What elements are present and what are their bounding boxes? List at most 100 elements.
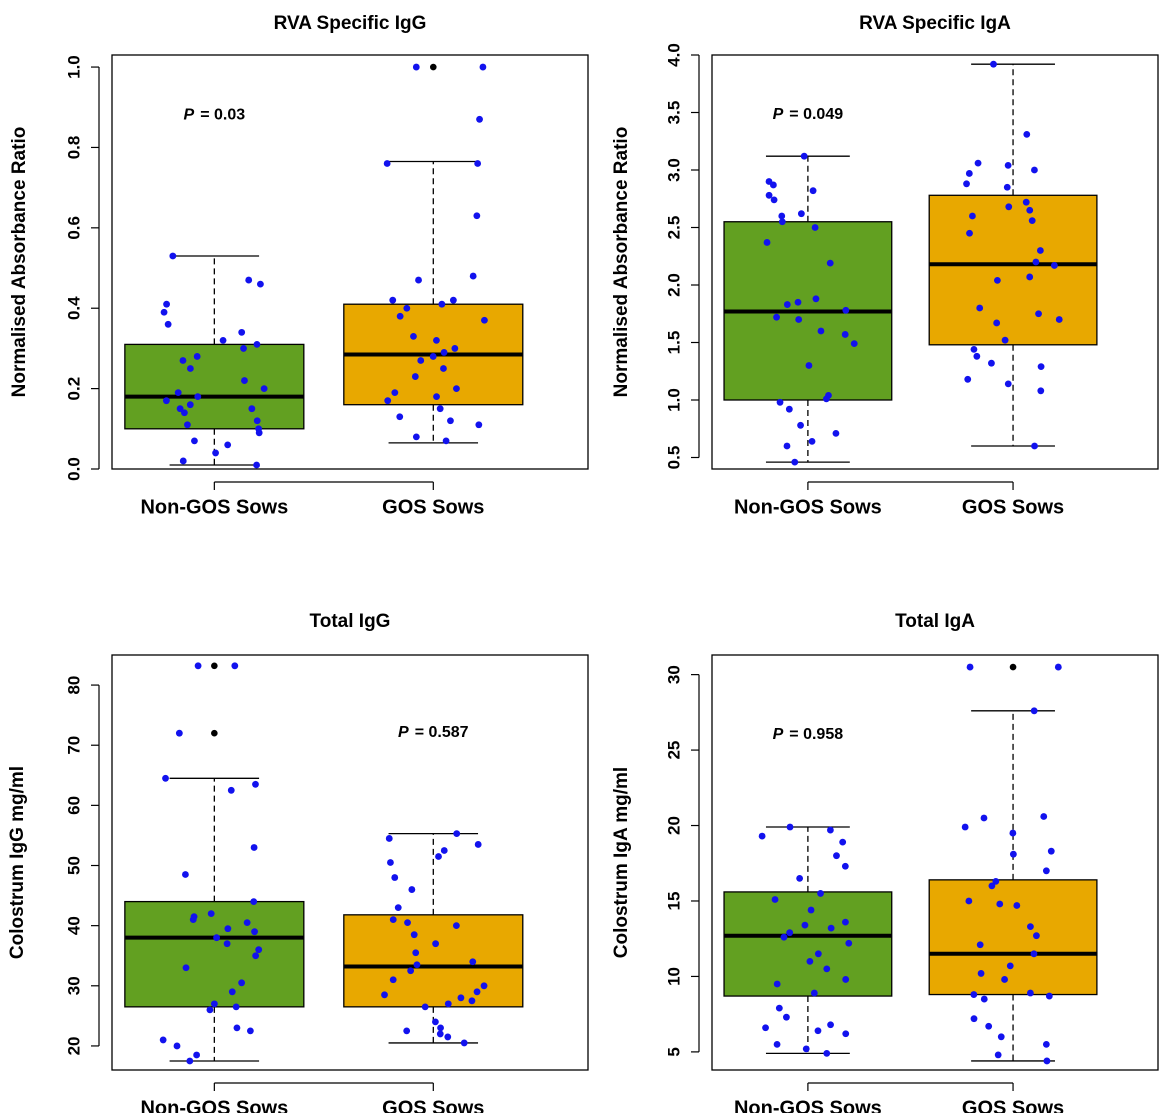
data-point [182, 871, 189, 878]
data-point [833, 852, 840, 860]
data-point [758, 832, 766, 840]
data-point [977, 970, 985, 977]
data-point [473, 212, 481, 220]
data-point [389, 296, 397, 304]
y-tick-label: 20 [64, 1036, 83, 1055]
data-point [786, 823, 794, 831]
y-tick-label: 30 [664, 665, 683, 684]
data-point [810, 989, 818, 997]
box-series-gos [343, 830, 524, 1047]
data-point [257, 280, 264, 288]
data-point [791, 458, 799, 466]
data-point [189, 916, 197, 924]
data-point [440, 847, 448, 854]
data-point [213, 934, 221, 942]
data-point [771, 896, 779, 903]
data-point [475, 421, 483, 429]
data-point [976, 941, 984, 949]
data-point [1028, 217, 1036, 225]
data-point [783, 1013, 790, 1021]
p-symbol: P [398, 724, 409, 741]
p-symbol: P [773, 106, 784, 123]
data-point [1050, 262, 1058, 269]
data-point [453, 385, 460, 393]
data-point [763, 239, 771, 246]
data-point [193, 1051, 201, 1059]
data-point [238, 328, 246, 336]
x-category-label: GOS Sows [962, 496, 1064, 518]
data-point [164, 320, 172, 328]
data-point [457, 994, 465, 1002]
outlier-point [1009, 663, 1017, 671]
data-point [417, 357, 425, 364]
data-point [832, 429, 840, 437]
data-point [179, 357, 187, 364]
y-tick-label: 15 [664, 892, 683, 911]
data-point [817, 327, 825, 335]
data-point [191, 437, 198, 445]
data-point [822, 395, 830, 403]
box-series-non-gos [723, 152, 893, 466]
data-point [255, 946, 263, 954]
data-point [762, 1024, 769, 1032]
data-point [404, 919, 411, 927]
data-point [783, 442, 791, 450]
x-category-label: Non-GOS Sows [140, 1097, 288, 1113]
p-value-annotation: P = 0.958 [773, 726, 844, 743]
box-iqr [124, 343, 305, 430]
data-point [252, 780, 259, 788]
data-point [778, 212, 786, 220]
data-point [807, 906, 815, 914]
data-point [173, 1042, 181, 1050]
chart-panel-3: Total IgG Colostrum IgG mg/ml 20 30 40 50 60 70… [7, 611, 589, 1113]
data-point [387, 859, 394, 866]
data-point [973, 352, 981, 360]
y-tick-label: 25 [664, 741, 683, 760]
data-point [452, 922, 460, 930]
data-point [159, 1036, 167, 1044]
chart-title: Total IgG [310, 611, 391, 632]
data-point [1005, 203, 1013, 211]
box-iqr [723, 891, 893, 997]
plot-frame [111, 54, 589, 470]
y-axis-label: Normalised Absorbance Ratio [611, 127, 632, 398]
data-point [176, 405, 184, 413]
data-point [801, 921, 809, 929]
data-point [473, 988, 481, 996]
box-iqr [124, 900, 305, 1008]
y-tick-label: 1.0 [664, 388, 683, 412]
data-point [1023, 130, 1031, 138]
data-point [1037, 387, 1045, 395]
data-point [480, 982, 488, 990]
data-point [773, 980, 781, 988]
data-point [444, 1000, 452, 1008]
data-point [460, 1039, 468, 1047]
data-point [980, 995, 988, 1003]
x-category-label: GOS Sows [382, 1097, 484, 1113]
data-point [253, 340, 261, 348]
data-point [773, 313, 780, 321]
data-point [384, 397, 392, 405]
data-point [255, 429, 263, 437]
data-point [228, 988, 236, 996]
x-category-label: Non-GOS Sows [734, 496, 882, 518]
data-point [780, 933, 788, 941]
data-point [814, 1027, 822, 1035]
data-point [412, 949, 420, 957]
data-point [966, 663, 974, 671]
data-point [809, 187, 817, 195]
x-category-label: GOS Sows [382, 496, 484, 518]
data-point [250, 844, 258, 851]
data-point [227, 786, 235, 794]
data-point [438, 300, 446, 308]
data-point [479, 63, 487, 71]
data-point [839, 838, 847, 846]
box-series-gos [928, 663, 1098, 1065]
data-point [1003, 183, 1011, 191]
y-tick-label: 2.5 [664, 216, 683, 240]
p-value: = 0.958 [789, 726, 843, 743]
data-point [476, 115, 483, 123]
y-tick-label: 60 [64, 796, 83, 815]
data-point [253, 417, 261, 425]
p-value-annotation: P = 0.587 [398, 724, 469, 741]
